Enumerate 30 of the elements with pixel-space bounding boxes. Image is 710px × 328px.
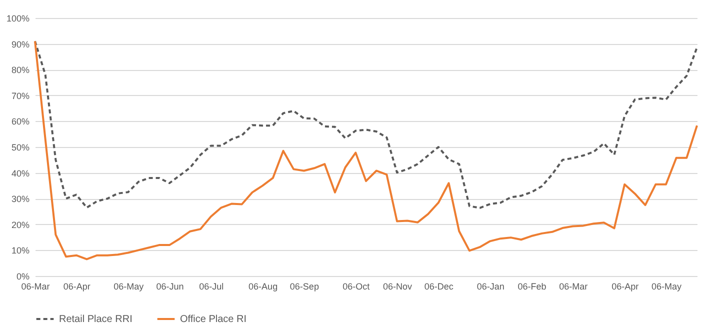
- x-tick-label: 06-Sep: [290, 282, 319, 292]
- x-tick-label: 06-May: [114, 282, 144, 292]
- x-tick-label: 06-Mar: [21, 282, 50, 292]
- y-tick-label: 0%: [16, 272, 30, 282]
- y-tick-label: 10%: [11, 246, 30, 256]
- legend-label: Retail Place RRI: [59, 314, 132, 325]
- y-tick-label: 50%: [11, 142, 30, 152]
- y-tick-label: 30%: [11, 194, 30, 204]
- x-tick-label: 06-Nov: [383, 282, 413, 292]
- y-tick-label: 70%: [11, 90, 30, 101]
- line-series: [34, 40, 698, 209]
- y-tick-label: 100%: [6, 14, 30, 24]
- line-series: [34, 40, 698, 260]
- x-tick-label: 06-Dec: [424, 282, 454, 292]
- x-tick-label: 06-May: [651, 282, 682, 292]
- y-tick-label: 80%: [11, 65, 30, 76]
- y-tick-label: 20%: [11, 220, 30, 230]
- x-tick-label: 06-Jan: [476, 282, 504, 292]
- x-tick-label: 06-Jun: [156, 282, 184, 292]
- x-tick-label: 06-Oct: [342, 282, 370, 292]
- legend-label: Office Place RI: [180, 314, 247, 325]
- y-tick-label: 60%: [11, 116, 30, 127]
- y-tick-label: 90%: [11, 39, 30, 50]
- x-tick-label: 06-Apr: [63, 282, 90, 292]
- x-tick-label: 06-Apr: [612, 282, 639, 292]
- y-tick-label: 40%: [11, 168, 30, 178]
- x-tick-label: 06-Feb: [518, 282, 546, 292]
- x-tick-label: 06-Jul: [199, 282, 224, 292]
- x-tick-label: 06-Mar: [559, 282, 588, 292]
- x-tick-label: 06-Aug: [248, 282, 278, 292]
